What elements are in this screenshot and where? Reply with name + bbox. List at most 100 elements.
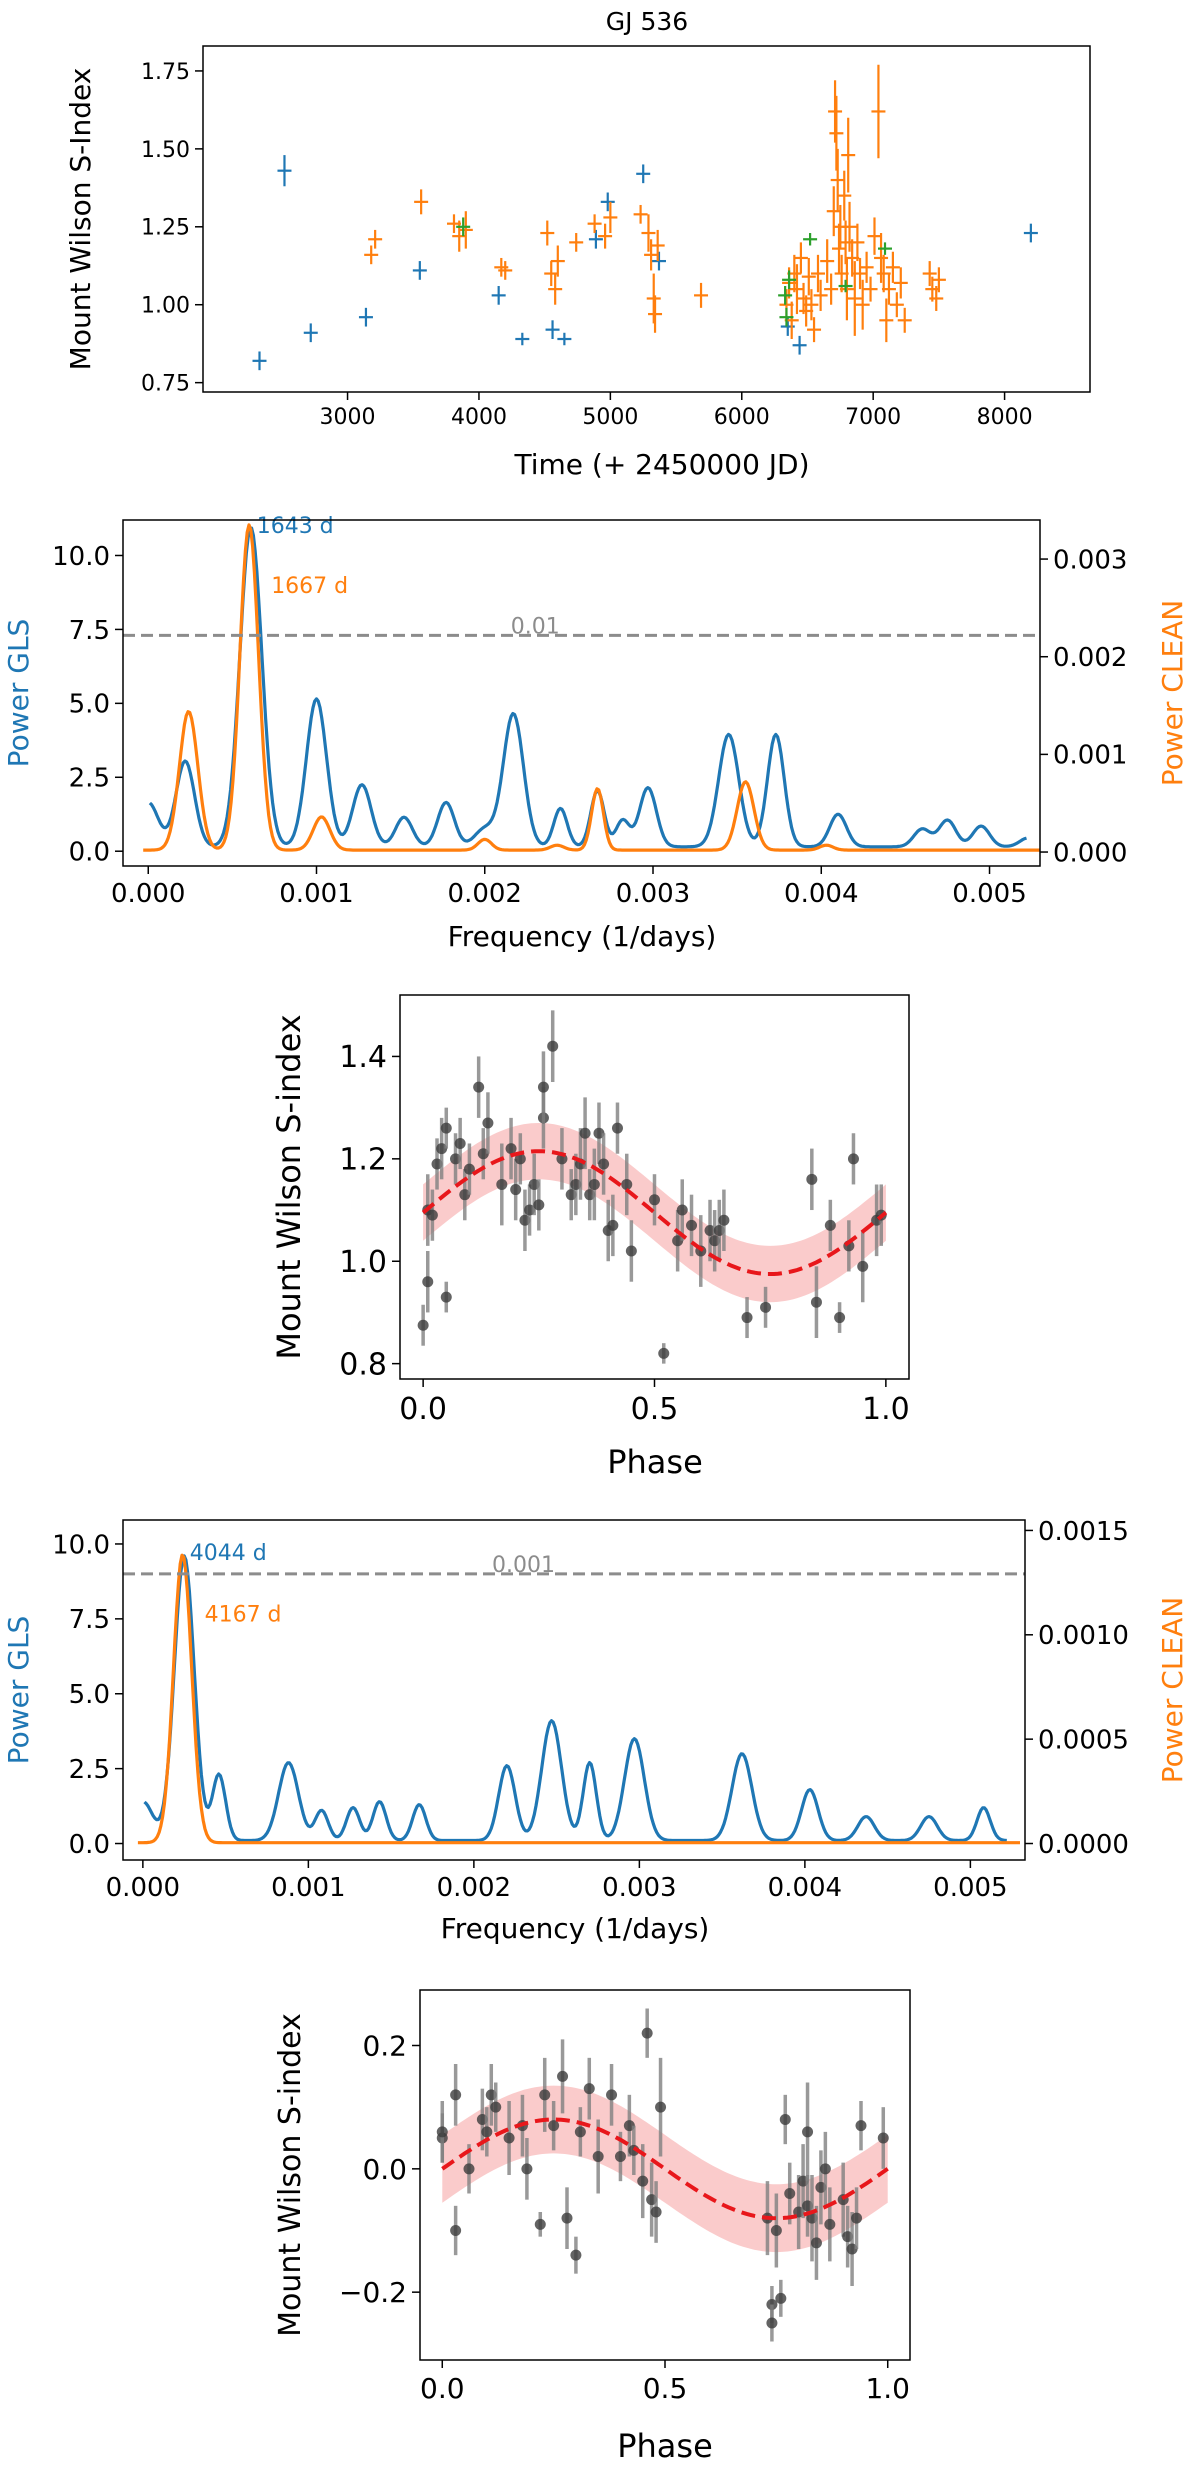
x-tick-label: 0.000 xyxy=(111,879,185,909)
gls-series-line xyxy=(143,1554,1007,1843)
data-point xyxy=(834,1312,846,1324)
data-point xyxy=(539,2089,551,2101)
data-point xyxy=(505,1143,517,1155)
data-point xyxy=(741,1312,753,1324)
data-point xyxy=(588,1178,600,1190)
y-tick-label-right: 0.0010 xyxy=(1038,1621,1129,1651)
data-point xyxy=(824,1219,836,1231)
clean-series-line xyxy=(137,1553,1020,1845)
y-tick-label: 1.75 xyxy=(141,60,190,85)
data-point xyxy=(533,1199,545,1211)
data-point xyxy=(454,1137,466,1149)
data-point xyxy=(459,1189,471,1201)
y-tick-label: 7.5 xyxy=(69,1605,110,1635)
data-point xyxy=(463,2163,475,2175)
model-fit-line xyxy=(441,2117,889,2221)
plot-area-frame xyxy=(399,994,910,1380)
y-tick-label: 0.2 xyxy=(362,2030,407,2063)
y-axis-label-right: Power CLEAN xyxy=(1156,1597,1189,1784)
data-point xyxy=(621,1178,633,1190)
data-point xyxy=(519,1214,531,1226)
data-point xyxy=(649,1194,660,1206)
data-point xyxy=(570,1178,582,1190)
y-tick-label-right: 0.001 xyxy=(1053,741,1127,771)
data-point xyxy=(524,1204,536,1216)
data-point xyxy=(766,2317,778,2329)
data-point xyxy=(857,1260,869,1272)
x-tick-label: 0.003 xyxy=(616,879,690,909)
marks-0 xyxy=(252,64,1038,371)
y-axis-label-left: Power GLS xyxy=(2,1616,35,1765)
data-point xyxy=(422,1276,434,1288)
data-point xyxy=(824,2218,836,2230)
data-point xyxy=(855,2120,867,2132)
x-tick-label: 0.005 xyxy=(933,1873,1007,1903)
data-point xyxy=(450,2225,462,2236)
data-point xyxy=(784,2188,796,2199)
x-tick-label: 0.004 xyxy=(768,1873,842,1903)
x-tick-label: 4000 xyxy=(451,405,507,430)
data-point xyxy=(775,2292,787,2304)
gls-peak-annotation: 1643 d xyxy=(257,514,334,539)
data-point xyxy=(450,2089,462,2101)
gls-peak-annotation: 4044 d xyxy=(190,1541,267,1566)
data-point xyxy=(847,1153,859,1165)
data-point xyxy=(614,2151,626,2162)
data-point xyxy=(593,1127,605,1139)
data-point xyxy=(528,1178,540,1190)
y-tick-label: 10.0 xyxy=(52,542,110,572)
x-tick-label: 0.004 xyxy=(784,879,858,909)
data-point xyxy=(534,2218,546,2230)
data-point xyxy=(676,1204,688,1216)
x-tick-label: 1.0 xyxy=(865,2372,910,2405)
y-tick-label: 1.00 xyxy=(141,294,190,319)
x-tick-label: 0.005 xyxy=(952,879,1026,909)
x-tick-label: 6000 xyxy=(714,405,770,430)
data-point xyxy=(473,1081,485,1093)
data-point xyxy=(802,2126,814,2138)
data-point xyxy=(584,1189,596,1201)
data-point xyxy=(440,1122,452,1134)
data-point xyxy=(537,1081,549,1093)
data-point xyxy=(561,2212,573,2224)
data-point xyxy=(655,2101,667,2113)
y-tick-label: 7.5 xyxy=(69,616,110,646)
x-tick-label: 3000 xyxy=(320,405,376,430)
panel-phase-fold-1: 0.0 0.5 1.0 0.8 1.0 1.2 1.4 Phase Mount Wilson… xyxy=(270,994,910,1481)
data-point xyxy=(574,2126,586,2138)
data-point xyxy=(641,2027,653,2039)
x-tick-label: 0.5 xyxy=(631,1392,679,1427)
y-tick-label-right: 0.002 xyxy=(1053,643,1127,673)
y-tick-label: 1.50 xyxy=(141,138,190,163)
y-tick-label-right: 0.003 xyxy=(1053,545,1127,575)
y-tick-label: −0.2 xyxy=(339,2276,407,2309)
plot-area-frame xyxy=(122,519,1041,867)
y-tick-label: 5.0 xyxy=(69,1680,110,1710)
x-tick-label: 0.0 xyxy=(399,1392,447,1427)
y-tick-label: 1.0 xyxy=(339,1245,387,1280)
chart-title: GJ 536 xyxy=(606,7,688,36)
data-point xyxy=(431,1158,443,1170)
data-point xyxy=(686,1219,698,1231)
x-tick-label: 8000 xyxy=(977,405,1033,430)
data-point xyxy=(450,1153,462,1165)
x-tick-label: 0.003 xyxy=(602,1873,676,1903)
data-point xyxy=(579,1127,591,1139)
y-tick-label: 0.0 xyxy=(69,838,110,868)
y-tick-label-right: 0.0000 xyxy=(1038,1830,1129,1860)
data-point xyxy=(625,1245,637,1257)
data-point xyxy=(598,1158,610,1170)
data-point xyxy=(548,2120,560,2132)
data-point xyxy=(482,1117,494,1129)
data-point xyxy=(510,1184,522,1196)
y-axis-label: Mount Wilson S-index xyxy=(273,2013,308,2337)
plot-area-frame xyxy=(202,45,1091,393)
data-point xyxy=(637,2175,649,2187)
data-point xyxy=(496,1178,508,1190)
data-point xyxy=(521,2163,533,2175)
x-tick-label: 1.0 xyxy=(862,1392,910,1427)
y-tick-label: 0.8 xyxy=(339,1347,387,1382)
